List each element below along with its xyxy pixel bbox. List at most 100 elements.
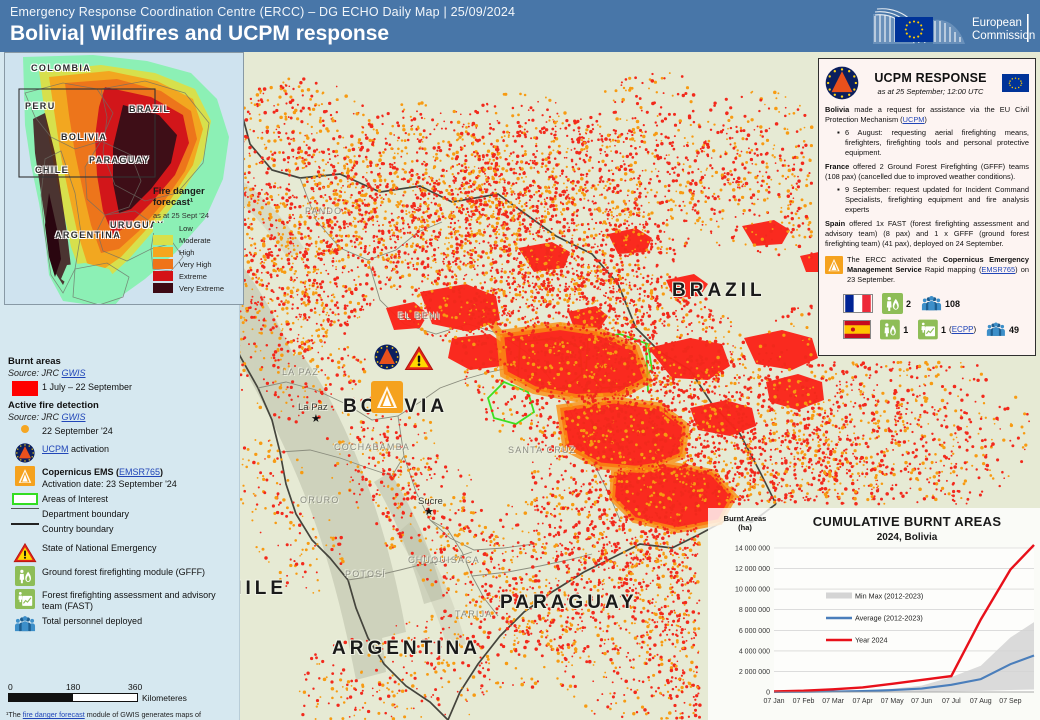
- legend-label-dept: Department boundary: [42, 509, 130, 519]
- copernicus-ems-legend-icon: [15, 466, 35, 487]
- ucpm-intro-bold: Bolivia: [825, 105, 850, 114]
- page-header: Emergency Response Coordination Centre (…: [0, 0, 1040, 52]
- ucpm-deployment-counts: 2 108: [825, 292, 1029, 342]
- inset-label-peru: PERU: [25, 101, 56, 111]
- legend-label-personnel: Total personnel deployed: [42, 616, 143, 626]
- fdf-label-moderate: Moderate: [179, 235, 211, 245]
- ucpm-legend-suffix: activation: [68, 444, 110, 455]
- legend-source-prefix-burnt: Source: JRC: [8, 368, 62, 378]
- dept-label-tarija: TARIJA: [455, 609, 493, 619]
- ucpm-intro-paragraph: Bolivia made a request for assistance vi…: [825, 105, 1029, 126]
- people-group-icon: [14, 616, 36, 632]
- dept-label-la-paz: LA PAZ: [282, 367, 320, 377]
- ucpm-response-panel: UCPM RESPONSE as at 25 September; 12:00 …: [818, 58, 1036, 356]
- copernicus-heading-suffix: ): [160, 467, 164, 478]
- legend-key-copernicus: [8, 466, 42, 487]
- page-title: Bolivia| Wildfires and UCPM response: [10, 22, 390, 45]
- fdf-row-extreme: Extreme: [153, 271, 243, 281]
- copernicus-ems-icon[interactable]: [371, 381, 403, 413]
- legend-source-burnt-areas: Source: JRC GWIS: [8, 368, 238, 378]
- ucpm-legend-link[interactable]: UCPM: [42, 444, 69, 455]
- deployment-row-spain: 1 1 (ECPP): [825, 318, 1029, 342]
- ucpm-france-bold: France: [825, 161, 850, 171]
- legend-label-emergency: State of National Emergency: [42, 542, 157, 553]
- fdf-row-very-extreme: Very Extreme: [153, 283, 243, 293]
- left-legend-panel: COLOMBIA PERU BRAZIL BOLIVIA PARAGUAY CH…: [0, 52, 244, 720]
- state-of-emergency-warning-icon[interactable]: [404, 345, 434, 371]
- legend-row-copernicus: Copernicus EMS (EMSR765) Activation date…: [8, 466, 238, 490]
- dept-label-oruro: ORURO: [300, 495, 340, 505]
- active-fire-swatch: [21, 425, 29, 433]
- ecpp-link[interactable]: ECPP: [951, 325, 974, 335]
- gwis-link-fire[interactable]: GWIS: [61, 412, 86, 422]
- emsr765-panel-link[interactable]: EMSR765: [981, 265, 1016, 275]
- legend-heading-burnt-areas: Burnt areas: [8, 356, 61, 367]
- ucpm-shield-icon: [15, 443, 35, 463]
- ucpm-bullet-6-august: 6 August: requesting aerial firefighting…: [837, 127, 1029, 159]
- ucpm-spain-bold: Spain: [825, 218, 846, 228]
- ucpm-intro-close: ): [924, 115, 927, 125]
- fire-danger-forecast-link[interactable]: fire danger forecast: [22, 710, 85, 719]
- footnote1-prefix: ¹The: [6, 710, 23, 719]
- legend-source-prefix-fire: Source: JRC: [8, 412, 62, 422]
- fdf-swatch-extreme: [153, 271, 173, 281]
- fdf-swatch-very-high: [153, 259, 173, 269]
- ucpm-header-text: UCPM RESPONSE as at 25 September; 12:00 …: [859, 71, 1002, 96]
- copernicus-activation-date: Activation date: 23 September '24: [42, 478, 177, 489]
- legend-label-burnt: 1 July – 22 September: [42, 382, 133, 392]
- ucpm-ems-mid: Rapid mapping (: [921, 265, 982, 275]
- legend-key-emergency: [8, 542, 42, 563]
- inset-label-paraguay: PARAGUAY: [89, 155, 151, 165]
- dept-label-potosi: POTOSÍ: [345, 569, 387, 579]
- dept-label-pando: PANDO: [305, 206, 343, 216]
- country-label-argentina: ARGENTINA: [332, 638, 481, 659]
- fdf-label-very-high: Very High: [179, 259, 212, 269]
- legend-key-gfff: [8, 565, 42, 586]
- ucpm-france-paragraph: France offered 2 Ground Forest Firefight…: [825, 162, 1029, 183]
- dept-label-chuquisaca: CHUQUISACA: [408, 555, 481, 565]
- ucpm-panel-asat: as at 25 September; 12:00 UTC: [877, 86, 984, 96]
- inset-label-bolivia: BOLIVIA: [61, 132, 108, 142]
- scale-bar-empty: [73, 694, 137, 701]
- cumulative-burnt-areas-chart: Burnt Areas (ha) CUMULATIVE BURNT AREAS …: [708, 508, 1040, 720]
- fdf-row-very-high: Very High: [153, 259, 243, 269]
- ucpm-activation-icon[interactable]: [374, 344, 400, 370]
- legend-row-active-fire: 22 September '24: [8, 425, 238, 437]
- dept-label-santa-cruz: SANTA CRUZ: [508, 445, 577, 455]
- legend-key-burnt: [8, 381, 42, 396]
- legend-source-active-fire: Source: JRC GWIS: [8, 412, 238, 422]
- gwis-link-burnt[interactable]: GWIS: [61, 368, 86, 378]
- ucpm-intro-link[interactable]: UCPM: [902, 115, 925, 125]
- emsr765-legend-link[interactable]: EMSR765: [119, 467, 161, 478]
- country-label-brazil: BRAZIL: [672, 280, 766, 301]
- scale-unit-label: Kilometeres: [142, 693, 187, 703]
- fdf-swatch-high: [153, 247, 173, 257]
- spain-ecpp-note: (ECPP): [949, 325, 977, 335]
- legend-row-aoi: Areas of Interest: [8, 492, 238, 505]
- france-gfff-icon: [882, 293, 903, 315]
- spain-personnel-icon: [987, 322, 1006, 337]
- warning-triangle-icon: [13, 542, 37, 562]
- legend-key-aoi: [8, 492, 42, 505]
- european-commission-logo: European Commission: [873, 8, 1035, 44]
- france-personnel-count: 108: [945, 298, 961, 309]
- legend-label-gfff: Ground forest firefighting module (GFFF): [42, 566, 206, 577]
- ucpm-intro-text: made a request for assistance via the EU…: [825, 105, 1029, 125]
- france-personnel-icon: [921, 296, 942, 311]
- map-legend: Burnt areas Source: JRC GWIS 1 July – 22…: [8, 352, 238, 636]
- fdf-label-high: High: [179, 247, 195, 257]
- legend-label-ucpm: UCPM activation: [42, 443, 109, 455]
- burnt-area-swatch: [12, 381, 38, 396]
- legend-label-fire: 22 September '24: [42, 426, 113, 436]
- map-footnotes: ¹The fire danger forecast module of GWIS…: [6, 710, 234, 720]
- legend-key-fire: [8, 425, 42, 433]
- inset-overview-map[interactable]: COLOMBIA PERU BRAZIL BOLIVIA PARAGUAY CH…: [4, 52, 244, 305]
- dept-boundary-swatch: [11, 508, 39, 509]
- fdf-title: Fire danger forecast¹: [153, 186, 205, 208]
- inset-label-brazil: BRAZIL: [129, 104, 171, 114]
- spain-fast-icon: [918, 319, 939, 340]
- legend-row-ucpm: UCPM activation: [8, 443, 238, 463]
- france-flag-icon: [843, 294, 873, 314]
